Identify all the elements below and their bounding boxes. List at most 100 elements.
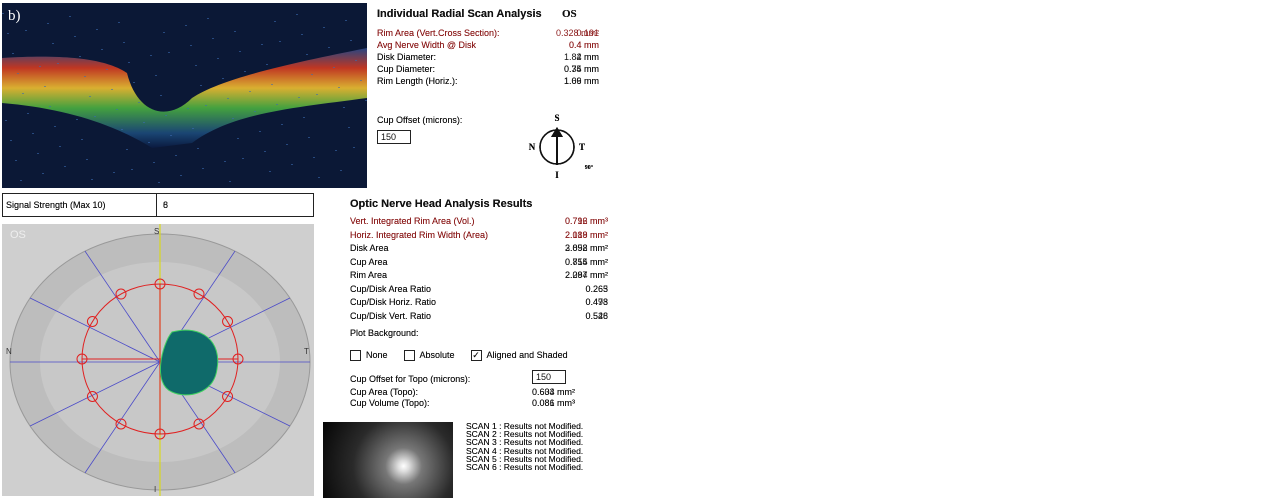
row-label: Disk Diameter: xyxy=(377,52,436,62)
row-label: Horiz. Integrated Rim Width (Area) xyxy=(350,230,488,240)
speckle xyxy=(269,171,271,172)
speckle xyxy=(318,177,320,178)
speckle xyxy=(165,115,167,116)
speckle xyxy=(328,47,330,48)
speckle xyxy=(222,78,224,79)
row-value: 0.263 xyxy=(585,284,608,294)
checkbox[interactable] xyxy=(404,350,415,361)
row-value: 0.75 mm xyxy=(564,64,599,74)
speckle xyxy=(175,155,177,156)
row-value: 0.716 mm³ xyxy=(565,216,608,226)
speckle xyxy=(239,51,241,52)
speckle xyxy=(52,43,54,44)
topo-value: 0.086 mm³ xyxy=(532,398,575,408)
page: a)Individual Radial Scan AnalysisOSRim A… xyxy=(0,0,1281,499)
option[interactable]: Absolute xyxy=(404,350,455,360)
onh-row: Rim Area2.284 mm² xyxy=(350,270,608,282)
option[interactable]: None xyxy=(350,350,388,360)
topo-offset-input: 150 xyxy=(532,370,566,384)
speckle xyxy=(348,127,350,128)
fundus-image xyxy=(323,422,453,498)
speckle xyxy=(301,34,303,35)
speckle xyxy=(192,128,194,129)
speckle xyxy=(259,131,261,132)
speckle xyxy=(296,14,298,15)
radial-row: Cup Diameter:0.75 mm xyxy=(377,64,599,76)
speckle xyxy=(89,96,91,97)
onh-row: Cup/Disk Horiz. Ratio 0.473 xyxy=(350,297,608,309)
speckle xyxy=(57,63,59,64)
speckle xyxy=(227,98,229,99)
speckle xyxy=(338,87,340,88)
speckle xyxy=(234,31,236,32)
row-value: 1.09 mm xyxy=(564,76,599,86)
speckle xyxy=(180,175,182,176)
speckle xyxy=(153,162,155,163)
row-value: 0.814 mm² xyxy=(565,257,608,267)
speckle xyxy=(76,119,78,120)
speckle xyxy=(168,52,170,53)
speckle xyxy=(47,23,49,24)
row-label: Vert. Integrated Rim Area (Vol.) xyxy=(350,216,475,226)
row-value: 2.189 mm² xyxy=(565,230,608,240)
row-value: 0.473 xyxy=(585,297,608,307)
speckle xyxy=(333,67,335,68)
speckle xyxy=(360,80,362,81)
speckle xyxy=(81,139,83,140)
speckle xyxy=(155,75,157,76)
speckle xyxy=(59,146,61,147)
speckle xyxy=(237,138,239,139)
checkbox[interactable] xyxy=(350,350,361,361)
panel-label: b) xyxy=(8,8,21,25)
topo-value: 0.634 mm² xyxy=(532,387,575,397)
radial-title: Individual Radial Scan Analysis xyxy=(377,8,542,20)
speckle xyxy=(306,54,308,55)
speckle xyxy=(150,55,152,56)
speckle xyxy=(101,49,103,50)
speckle xyxy=(274,21,276,22)
onh-row: Vert. Integrated Rim Area (Vol.) 0.716 mm… xyxy=(350,216,608,228)
option-label: Aligned and Shaded xyxy=(487,350,568,360)
speckle xyxy=(32,133,34,134)
speckle xyxy=(266,64,268,65)
speckle xyxy=(281,124,283,125)
row-value: 3.098 mm² xyxy=(565,243,608,253)
row-value: 0.191 xyxy=(576,28,599,38)
eye-label: OS xyxy=(562,8,577,20)
speckle xyxy=(232,118,234,119)
scan-status: SCAN 1 : Results not Modified.SCAN 2 : R… xyxy=(466,422,583,471)
speckle xyxy=(44,86,46,87)
option[interactable]: ✓ Aligned and Shaded xyxy=(471,350,568,360)
onh-title: Optic Nerve Head Analysis Results xyxy=(350,198,532,210)
speckle xyxy=(49,106,51,107)
row-value: 2.284 mm² xyxy=(565,270,608,280)
speckle xyxy=(229,181,231,182)
speckle xyxy=(12,53,14,54)
speckle xyxy=(249,91,251,92)
map-n: N xyxy=(6,347,12,356)
speckle xyxy=(345,20,347,21)
speckle xyxy=(343,107,345,108)
speckle xyxy=(303,117,305,118)
speckle xyxy=(323,27,325,28)
speckle xyxy=(163,32,165,33)
speckle xyxy=(355,60,357,61)
speckle xyxy=(224,161,226,162)
speckle xyxy=(96,29,98,30)
radial-row: Rim Length (Horiz.):1.09 mm xyxy=(377,76,599,88)
speckle xyxy=(69,16,71,17)
speckle xyxy=(197,148,199,149)
speckle xyxy=(10,140,12,141)
topo-label: Cup Area (Topo): xyxy=(350,387,418,397)
speckle xyxy=(54,126,56,127)
speckle xyxy=(205,105,207,106)
speckle xyxy=(185,25,187,26)
speckle xyxy=(116,109,118,110)
checkbox[interactable]: ✓ xyxy=(471,350,482,361)
speckle xyxy=(64,166,66,167)
speckle xyxy=(279,41,281,42)
row-label: Cup/Disk Horiz. Ratio xyxy=(350,297,436,307)
